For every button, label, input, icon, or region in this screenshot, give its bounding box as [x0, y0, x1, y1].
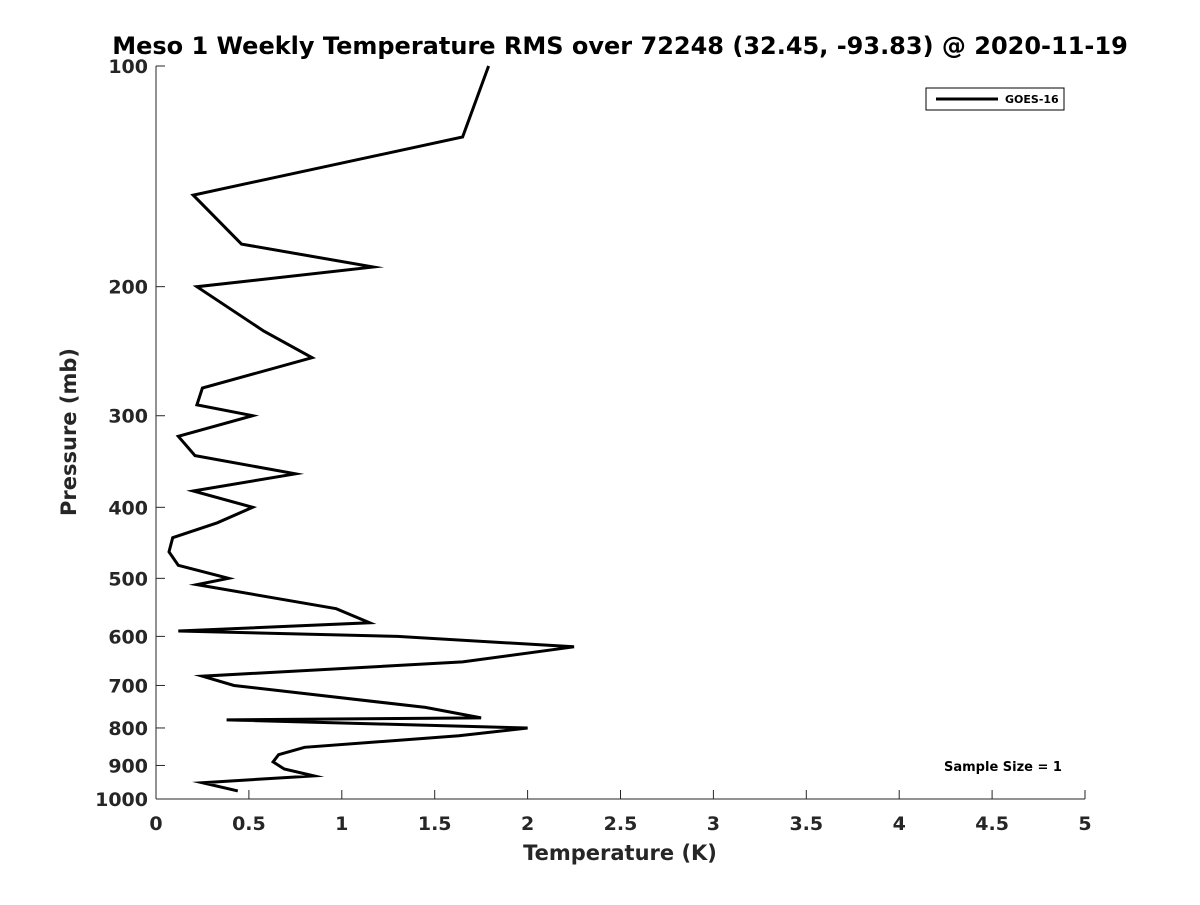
x-tick-label: 5 [1078, 813, 1091, 835]
x-tick-label: 4 [893, 813, 906, 835]
y-tick-label: 1000 [95, 789, 148, 811]
chart-title: Meso 1 Weekly Temperature RMS over 72248… [112, 32, 1128, 60]
y-tick-label: 700 [108, 675, 148, 697]
x-axis-label: Temperature (K) [523, 841, 717, 865]
y-tick-label: 900 [108, 755, 148, 777]
x-tick-label: 4.5 [975, 813, 1009, 835]
y-tick-label: 200 [108, 277, 148, 299]
x-tick-label: 0.5 [232, 813, 266, 835]
y-tick-label: 100 [108, 56, 148, 78]
legend: GOES-16 [926, 88, 1064, 110]
sample-size-annotation: Sample Size = 1 [944, 760, 1062, 775]
y-tick-label: 800 [108, 718, 148, 740]
x-tick-label: 2.5 [604, 813, 638, 835]
y-tick-label: 500 [108, 568, 148, 590]
y-tick-label: 300 [108, 406, 148, 428]
x-tick-label: 1.5 [418, 813, 452, 835]
x-tick-label: 0 [149, 813, 162, 835]
y-axis-label: Pressure (mb) [57, 348, 81, 516]
x-tick-label: 2 [521, 813, 534, 835]
legend-label-goes-16: GOES-16 [1005, 93, 1059, 106]
y-tick-label: 600 [108, 626, 148, 648]
x-tick-label: 3 [707, 813, 720, 835]
plot-area [156, 66, 1085, 799]
x-tick-label: 3.5 [789, 813, 823, 835]
y-tick-label: 400 [108, 497, 148, 519]
x-tick-label: 1 [335, 813, 348, 835]
